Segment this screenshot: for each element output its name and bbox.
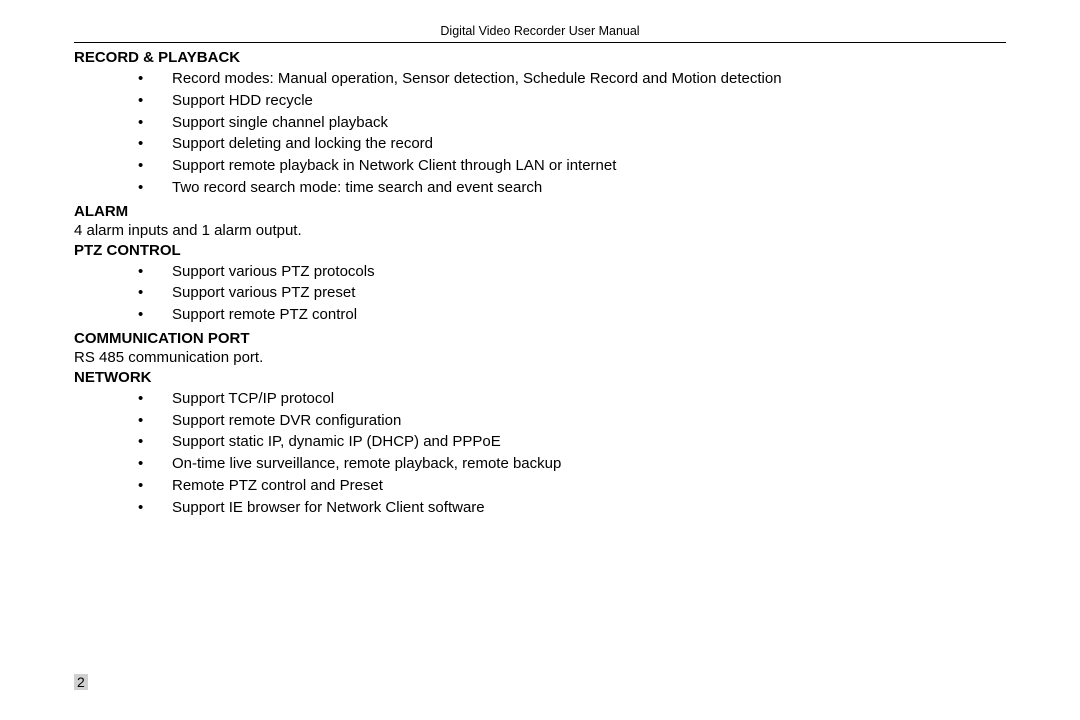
network-list: Support TCP/IP protocol Support remote D… xyxy=(74,388,1006,519)
list-item: Support various PTZ preset xyxy=(138,282,1006,304)
list-item: Support remote PTZ control xyxy=(138,304,1006,326)
section-heading-ptz: PTZ CONTROL xyxy=(74,242,1006,259)
section-heading-alarm: ALARM xyxy=(74,203,1006,220)
list-item: On-time live surveillance, remote playba… xyxy=(138,453,1006,475)
page-number: 2 xyxy=(74,674,88,690)
section-heading-record-playback: RECORD & PLAYBACK xyxy=(74,49,1006,66)
alarm-text: 4 alarm inputs and 1 alarm output. xyxy=(74,222,1006,239)
document-page: Digital Video Recorder User Manual RECOR… xyxy=(0,0,1080,720)
list-item: Support TCP/IP protocol xyxy=(138,388,1006,410)
list-item: Remote PTZ control and Preset xyxy=(138,475,1006,497)
list-item: Support IE browser for Network Client so… xyxy=(138,497,1006,519)
list-item: Support various PTZ protocols xyxy=(138,261,1006,283)
section-heading-network: NETWORK xyxy=(74,369,1006,386)
list-item: Support remote DVR configuration xyxy=(138,410,1006,432)
list-item: Support remote playback in Network Clien… xyxy=(138,155,1006,177)
header-divider xyxy=(74,42,1006,43)
section-heading-comm-port: COMMUNICATION PORT xyxy=(74,330,1006,347)
list-item: Two record search mode: time search and … xyxy=(138,177,1006,199)
header-title: Digital Video Recorder User Manual xyxy=(74,24,1006,38)
record-playback-list: Record modes: Manual operation, Sensor d… xyxy=(74,68,1006,199)
list-item: Support static IP, dynamic IP (DHCP) and… xyxy=(138,431,1006,453)
list-item: Support HDD recycle xyxy=(138,90,1006,112)
ptz-control-list: Support various PTZ protocols Support va… xyxy=(74,261,1006,326)
comm-port-text: RS 485 communication port. xyxy=(74,349,1006,366)
list-item: Support single channel playback xyxy=(138,112,1006,134)
list-item: Record modes: Manual operation, Sensor d… xyxy=(138,68,1006,90)
list-item: Support deleting and locking the record xyxy=(138,133,1006,155)
